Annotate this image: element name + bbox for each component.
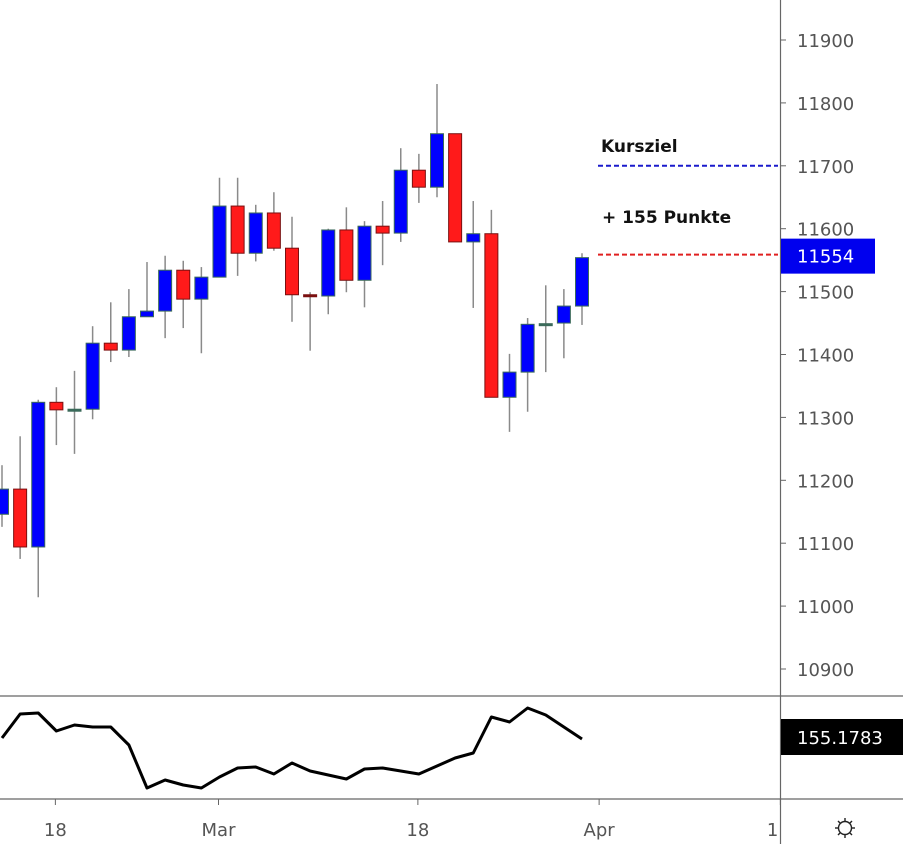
candle-body — [411, 169, 426, 188]
candle-body — [121, 316, 136, 351]
candle — [31, 399, 46, 598]
candle-body — [538, 323, 553, 327]
candle-body — [0, 488, 9, 515]
candle-body — [194, 276, 209, 300]
price-tick-label: 11000 — [797, 597, 854, 618]
candle — [520, 318, 535, 412]
candle-body — [230, 205, 245, 254]
time-tick-label: 1 — [767, 820, 778, 841]
candle — [430, 84, 444, 198]
time-tick-label: 18 — [406, 820, 429, 841]
candle — [448, 133, 463, 243]
indicator-value-box — [781, 719, 903, 755]
candle — [230, 177, 245, 276]
candle — [158, 255, 173, 339]
candle-body — [176, 269, 191, 300]
target-label: Kursziel — [601, 137, 678, 157]
candle — [266, 192, 281, 251]
candle — [176, 260, 191, 329]
candle — [502, 353, 517, 432]
candle — [466, 201, 481, 308]
candle — [411, 153, 426, 203]
price-tick-label: 11900 — [797, 31, 854, 52]
candle — [575, 253, 589, 325]
gear-icon[interactable] — [835, 818, 855, 838]
time-tick-label: 18 — [44, 820, 67, 841]
last-price-text: 11554 — [797, 247, 854, 268]
candle — [303, 292, 318, 351]
time-axis: 18 Mar 18 Apr 1 — [44, 799, 781, 841]
candle-body — [248, 212, 263, 254]
price-tick-label: 11800 — [797, 94, 854, 115]
candle-body — [357, 225, 372, 281]
candle-body — [85, 342, 100, 410]
candle — [49, 387, 64, 446]
candle — [339, 207, 354, 293]
price-axis: 10900 11000 11100 11200 11300 11400 11500 11600… — [780, 31, 854, 681]
candle — [393, 148, 408, 242]
indicator-line — [0, 706, 583, 790]
distance-annotation: + 155 Punkte — [602, 208, 731, 228]
candle-body — [158, 269, 173, 312]
candle — [121, 289, 136, 358]
candle-body — [103, 342, 118, 351]
time-tick-label: Mar — [202, 820, 237, 841]
time-tick-label: Apr — [584, 820, 616, 841]
candle-body — [430, 133, 444, 188]
candle — [321, 228, 336, 315]
candle — [556, 289, 571, 359]
candle-body — [212, 205, 227, 278]
candle-body — [303, 294, 318, 298]
candle-body — [466, 233, 481, 243]
candle-body — [266, 212, 281, 249]
candle-body — [31, 401, 46, 548]
candle-body — [67, 408, 82, 412]
candle-body — [321, 229, 336, 297]
candle — [85, 326, 100, 420]
candle-body — [575, 257, 589, 307]
candle — [248, 204, 263, 262]
annotations: Kursziel + 155 Punkte — [598, 137, 778, 256]
candle-body — [520, 323, 535, 373]
indicator-value-text: 155.1783 — [797, 728, 883, 749]
price-tick-label: 11100 — [797, 534, 854, 555]
candle-body — [49, 401, 64, 411]
indicator-pane — [0, 706, 786, 790]
candle — [212, 177, 227, 278]
candle-body — [375, 225, 390, 234]
candle — [357, 221, 372, 308]
candle-body — [556, 305, 571, 324]
candle-body — [140, 310, 154, 318]
price-tick-label: 11400 — [797, 346, 854, 367]
price-tick-label: 11600 — [797, 220, 854, 241]
candles — [0, 84, 589, 598]
price-tick-label: 11300 — [797, 408, 854, 429]
candle-body — [484, 233, 499, 398]
candle — [194, 267, 209, 354]
candle — [67, 370, 82, 454]
candle — [0, 465, 9, 527]
candle-body — [285, 247, 299, 296]
candle — [375, 201, 390, 266]
last-price-box — [781, 238, 875, 274]
candle — [285, 216, 299, 322]
price-tick-label: 11200 — [797, 471, 854, 492]
candle — [140, 262, 154, 318]
indicator-label: 155.1783 — [781, 719, 903, 755]
last-price-label: 11554 — [781, 238, 875, 274]
candle-body — [448, 133, 463, 243]
candle — [13, 436, 28, 559]
candle — [103, 302, 118, 363]
candle — [484, 209, 499, 398]
price-tick-label: 11500 — [797, 283, 854, 304]
candle-body — [502, 371, 517, 398]
price-tick-label: 11700 — [797, 157, 854, 178]
candle-body — [339, 229, 354, 281]
candle-body — [393, 169, 408, 234]
candle — [538, 285, 553, 373]
price-tick-label: 10900 — [797, 660, 854, 681]
candle-body — [13, 488, 28, 548]
